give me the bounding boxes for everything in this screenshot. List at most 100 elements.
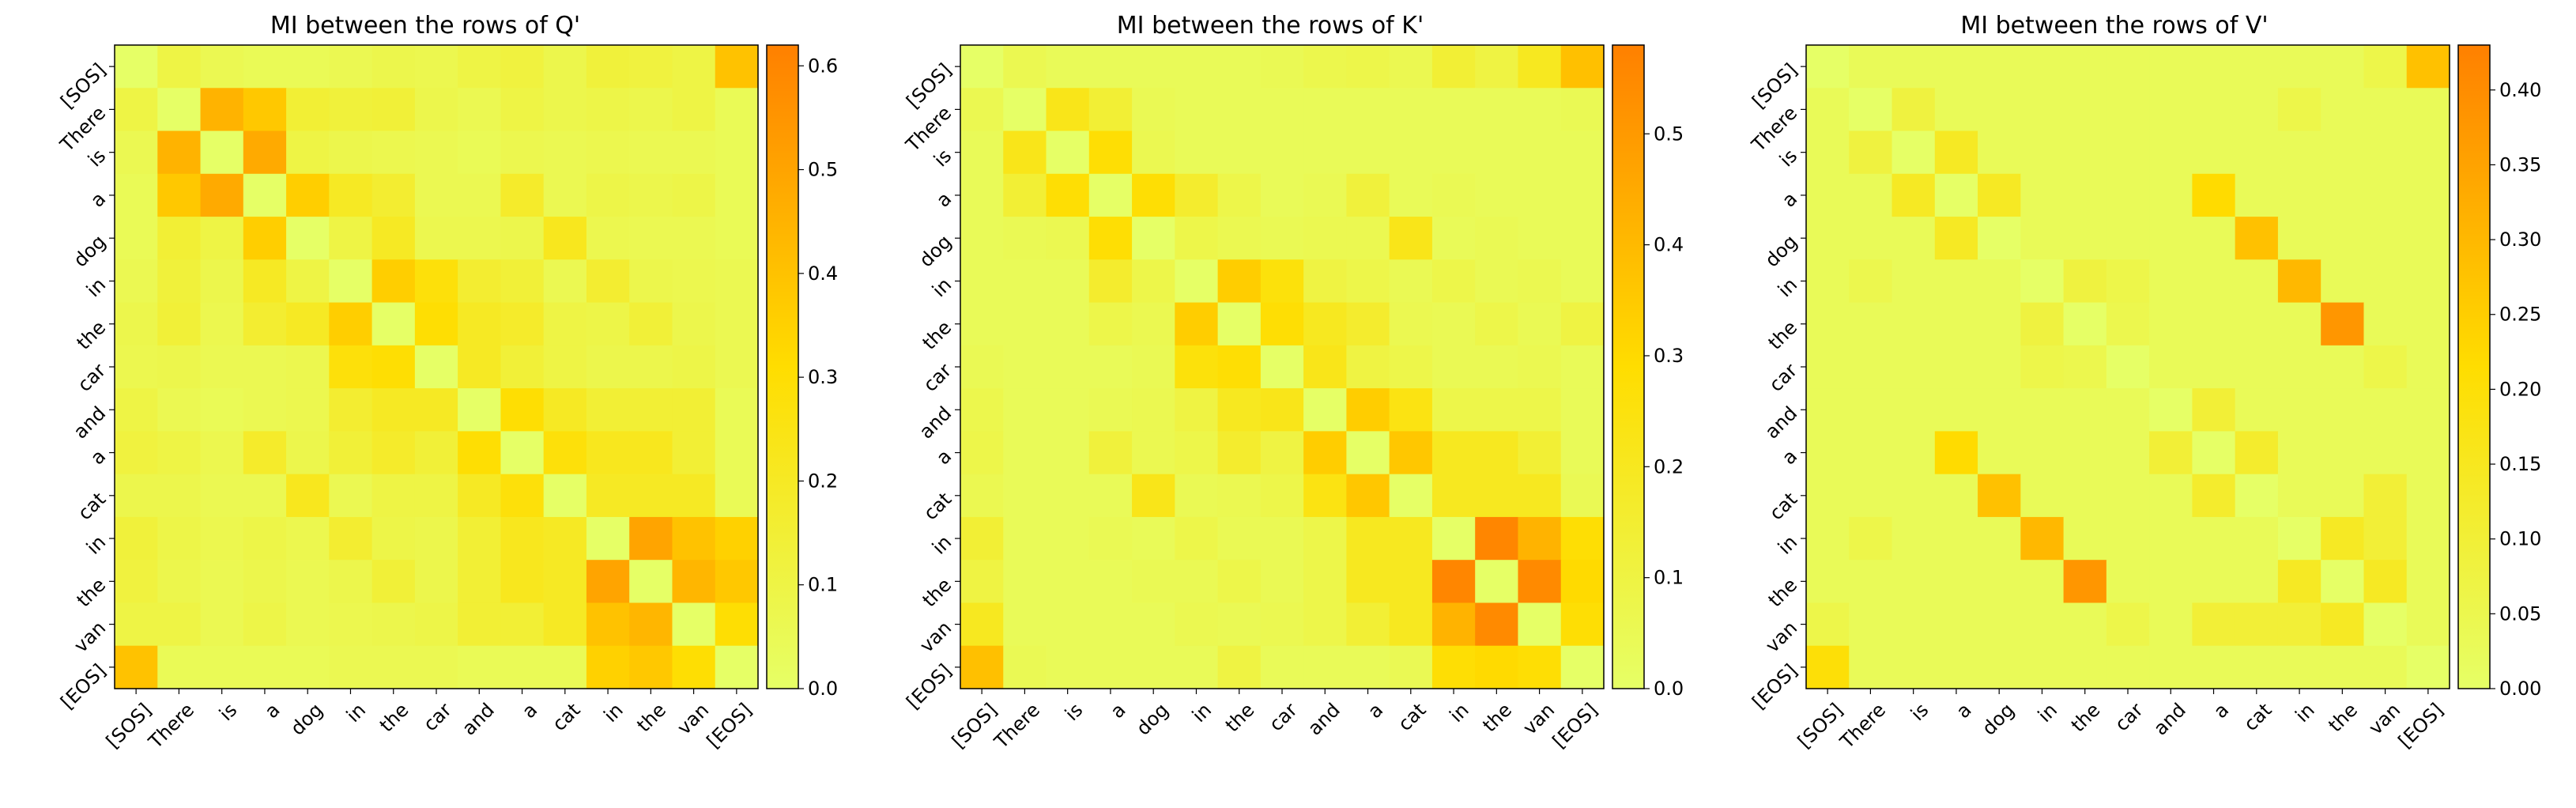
heatmap-cell: [1849, 259, 1893, 304]
colorbar-tick-label: 0.1: [1654, 567, 1684, 589]
heatmap-cell: [1806, 217, 1850, 260]
y-tick-label: dog: [1761, 231, 1802, 272]
heatmap-cell: [1431, 345, 1476, 389]
heatmap-cell: [1849, 560, 1893, 604]
heatmap-cell: [586, 130, 630, 175]
heatmap-cell: [329, 645, 373, 689]
heatmap-cell: [2020, 217, 2065, 260]
heatmap-cell: [1175, 130, 1219, 175]
heatmap-cell: [200, 560, 244, 604]
heatmap-cell: [2106, 645, 2150, 689]
y-tick-label: is: [1775, 145, 1801, 171]
x-tick-label: dog: [286, 699, 327, 740]
heatmap-cell: [2106, 88, 2150, 132]
heatmap-cell: [1934, 516, 1978, 561]
heatmap-cell: [1475, 345, 1519, 389]
heatmap-cell: [1346, 431, 1390, 475]
heatmap-cell: [2235, 602, 2279, 647]
heatmap-cell: [672, 645, 716, 689]
heatmap-cell: [372, 173, 416, 217]
heatmap-cell: [960, 560, 1004, 604]
heatmap-cell: [2020, 130, 2065, 175]
heatmap-cell: [1891, 45, 1936, 89]
heatmap-cell: [2063, 130, 2107, 175]
heatmap-cell: [2235, 345, 2279, 389]
heatmap-cell: [1389, 474, 1433, 518]
heatmap-cell: [2406, 173, 2450, 217]
heatmap-cell: [243, 259, 287, 304]
heatmap-cell: [2192, 302, 2236, 346]
heatmap-cell: [286, 130, 330, 175]
heatmap-cell: [1934, 602, 1978, 647]
heatmap-cell: [1475, 217, 1519, 260]
heatmap-cell: [2406, 259, 2450, 304]
y-tick-label: and: [915, 402, 956, 444]
heatmap-cell: [2106, 474, 2150, 518]
heatmap-cell: [243, 345, 287, 389]
heatmap-cell: [458, 602, 501, 647]
heatmap-cell: [1978, 45, 2021, 89]
colorbar-tick-label: 0.30: [2499, 228, 2541, 251]
heatmap-cell: [960, 88, 1004, 132]
heatmap-cell: [629, 516, 673, 561]
heatmap-cell: [1046, 302, 1090, 346]
heatmap-cell: [1175, 516, 1219, 561]
heatmap-cell: [1132, 88, 1175, 132]
heatmap-cell: [372, 302, 416, 346]
heatmap-cell: [500, 431, 545, 475]
y-tick-label: in: [928, 274, 956, 301]
heatmap-cell: [286, 88, 330, 132]
heatmap-cell: [1849, 88, 1893, 132]
heatmap-cell: [1934, 474, 1978, 518]
heatmap-cell: [286, 302, 330, 346]
y-tick-label: a: [1778, 187, 1801, 211]
heatmap-cell: [1260, 388, 1304, 432]
heatmap-cell: [458, 345, 501, 389]
heatmap-cell: [372, 259, 416, 304]
x-tick-label: is: [215, 699, 241, 725]
heatmap-cell: [1475, 88, 1519, 132]
heatmap-cell: [2363, 602, 2408, 647]
heatmap-cell: [115, 388, 158, 432]
x-tick-label: a: [518, 699, 541, 723]
heatmap-cell: [372, 345, 416, 389]
heatmap-cell: [2020, 88, 2065, 132]
heatmap-cell: [1346, 302, 1390, 346]
heatmap-cell: [2149, 345, 2193, 389]
heatmap-cell: [1475, 474, 1519, 518]
heatmap-cell: [1389, 345, 1433, 389]
heatmap-cell: [286, 217, 330, 260]
heatmap-cell: [243, 602, 287, 647]
heatmap-cell: [1518, 130, 1562, 175]
heatmap-cell: [500, 602, 545, 647]
heatmap-cell: [2363, 173, 2408, 217]
heatmap-cell: [2406, 88, 2450, 132]
heatmap-cell: [1431, 602, 1476, 647]
x-tick-label: and: [1303, 699, 1345, 740]
colorbar-tick-label: 0.00: [2499, 678, 2541, 700]
heatmap-cell: [2277, 474, 2321, 518]
heatmap-cell: [2321, 45, 2365, 89]
heatmap-cell: [243, 173, 287, 217]
y-tick-label: in: [82, 531, 110, 559]
heatmap-cell: [2106, 173, 2150, 217]
heatmap-cell: [2277, 217, 2321, 260]
heatmap-cell: [2321, 88, 2365, 132]
heatmap-cell: [1003, 173, 1047, 217]
heatmap-cell: [1260, 88, 1304, 132]
heatmap-cell: [629, 388, 673, 432]
heatmap-cell: [2192, 516, 2236, 561]
heatmap-cell: [2149, 173, 2193, 217]
heatmap-cell: [715, 431, 759, 475]
heatmap-cell: [115, 217, 158, 260]
y-tick-label: cat: [919, 488, 956, 524]
heatmap-cell: [1431, 431, 1476, 475]
heatmap-cell: [2235, 259, 2279, 304]
y-tick-label: There: [55, 102, 110, 157]
y-tick-label: car: [74, 359, 111, 396]
heatmap-cell: [543, 560, 587, 604]
heatmap-cell: [1003, 431, 1047, 475]
heatmap-cell: [1346, 259, 1390, 304]
heatmap-cell: [2192, 217, 2236, 260]
heatmap-cell: [1431, 88, 1476, 132]
